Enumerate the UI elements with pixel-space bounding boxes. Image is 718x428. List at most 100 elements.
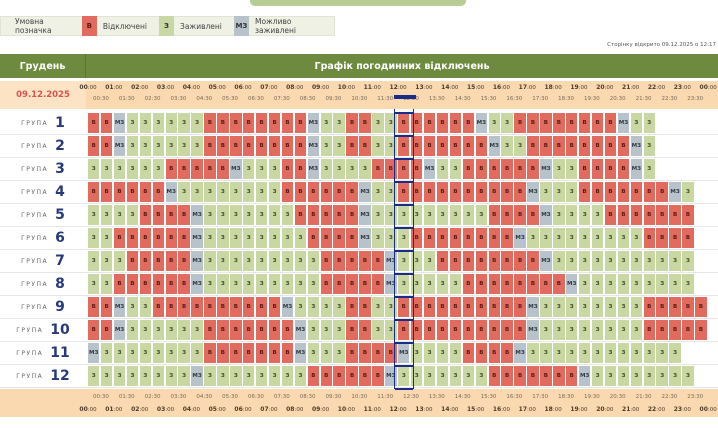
- schedule-cell[interactable]: В: [475, 251, 487, 271]
- schedule-cell[interactable]: З: [423, 366, 436, 386]
- schedule-cell[interactable]: В: [113, 182, 126, 202]
- schedule-cell[interactable]: В: [436, 251, 449, 271]
- schedule-cell[interactable]: В: [449, 228, 462, 248]
- schedule-cell[interactable]: В: [604, 136, 617, 156]
- schedule-cell[interactable]: В: [553, 274, 565, 294]
- schedule-cell[interactable]: В: [88, 113, 100, 133]
- schedule-cell[interactable]: В: [359, 113, 371, 133]
- schedule-cell[interactable]: З: [566, 205, 578, 225]
- schedule-cell[interactable]: В: [514, 251, 526, 271]
- schedule-cell[interactable]: З: [191, 320, 203, 340]
- schedule-cell[interactable]: В: [514, 205, 526, 225]
- schedule-cell[interactable]: В: [449, 136, 462, 156]
- schedule-cell[interactable]: В: [126, 182, 139, 202]
- schedule-cell[interactable]: В: [165, 274, 177, 294]
- schedule-cell[interactable]: З: [204, 274, 216, 294]
- schedule-cell[interactable]: МЗ: [307, 136, 320, 156]
- schedule-cell[interactable]: В: [372, 159, 384, 179]
- schedule-cell[interactable]: В: [346, 228, 358, 248]
- schedule-cell[interactable]: З: [630, 251, 643, 271]
- schedule-cell[interactable]: В: [346, 205, 358, 225]
- schedule-cell[interactable]: З: [385, 182, 397, 202]
- schedule-cell[interactable]: З: [294, 251, 307, 271]
- schedule-cell[interactable]: В: [359, 343, 371, 363]
- schedule-cell[interactable]: В: [281, 182, 294, 202]
- schedule-cell[interactable]: З: [682, 251, 694, 271]
- top-tab[interactable]: [250, 0, 466, 6]
- schedule-cell[interactable]: В: [204, 136, 216, 156]
- schedule-cell[interactable]: З: [139, 136, 152, 156]
- schedule-cell[interactable]: З: [501, 113, 513, 133]
- schedule-cell[interactable]: В: [165, 159, 177, 179]
- schedule-cell[interactable]: В: [643, 205, 655, 225]
- schedule-cell[interactable]: В: [669, 205, 681, 225]
- schedule-cell[interactable]: МЗ: [385, 274, 397, 294]
- schedule-cell[interactable]: МЗ: [578, 366, 591, 386]
- schedule-cell[interactable]: В: [268, 320, 281, 340]
- schedule-cell[interactable]: З: [398, 366, 410, 386]
- schedule-cell[interactable]: З: [307, 251, 320, 271]
- schedule-cell[interactable]: МЗ: [307, 113, 320, 133]
- schedule-cell[interactable]: В: [294, 182, 307, 202]
- schedule-cell[interactable]: В: [553, 366, 565, 386]
- schedule-cell[interactable]: В: [436, 182, 449, 202]
- schedule-cell[interactable]: В: [591, 182, 604, 202]
- schedule-cell[interactable]: В: [268, 343, 281, 363]
- schedule-cell[interactable]: З: [436, 159, 449, 179]
- schedule-cell[interactable]: З: [398, 274, 410, 294]
- schedule-cell[interactable]: В: [488, 251, 500, 271]
- schedule-cell[interactable]: З: [617, 274, 630, 294]
- schedule-cell[interactable]: З: [423, 343, 436, 363]
- schedule-cell[interactable]: З: [307, 320, 320, 340]
- schedule-cell[interactable]: В: [527, 366, 539, 386]
- schedule-cell[interactable]: З: [462, 205, 475, 225]
- schedule-cell[interactable]: МЗ: [191, 205, 203, 225]
- schedule-cell[interactable]: В: [488, 297, 500, 317]
- schedule-cell[interactable]: З: [333, 320, 345, 340]
- schedule-cell[interactable]: В: [578, 113, 591, 133]
- schedule-cell[interactable]: З: [268, 274, 281, 294]
- schedule-cell[interactable]: МЗ: [540, 251, 552, 271]
- schedule-cell[interactable]: В: [475, 320, 487, 340]
- schedule-cell[interactable]: В: [243, 343, 255, 363]
- schedule-cell[interactable]: З: [126, 205, 139, 225]
- schedule-cell[interactable]: В: [617, 205, 630, 225]
- schedule-cell[interactable]: В: [243, 136, 255, 156]
- schedule-cell[interactable]: В: [320, 251, 332, 271]
- schedule-cell[interactable]: МЗ: [566, 274, 578, 294]
- schedule-cell[interactable]: З: [669, 274, 681, 294]
- schedule-cell[interactable]: З: [617, 297, 630, 317]
- schedule-cell[interactable]: В: [423, 113, 436, 133]
- schedule-cell[interactable]: З: [617, 251, 630, 271]
- schedule-cell[interactable]: В: [462, 320, 475, 340]
- schedule-cell[interactable]: З: [217, 251, 229, 271]
- schedule-cell[interactable]: В: [630, 205, 643, 225]
- schedule-cell[interactable]: З: [398, 228, 410, 248]
- schedule-cell[interactable]: МЗ: [488, 136, 500, 156]
- schedule-cell[interactable]: В: [398, 159, 410, 179]
- schedule-cell[interactable]: МЗ: [359, 228, 371, 248]
- schedule-cell[interactable]: В: [204, 113, 216, 133]
- schedule-cell[interactable]: В: [695, 320, 707, 340]
- schedule-cell[interactable]: МЗ: [359, 205, 371, 225]
- schedule-cell[interactable]: В: [475, 297, 487, 317]
- schedule-cell[interactable]: З: [191, 113, 203, 133]
- schedule-cell[interactable]: В: [436, 320, 449, 340]
- schedule-cell[interactable]: В: [656, 228, 668, 248]
- schedule-cell[interactable]: В: [617, 182, 630, 202]
- schedule-cell[interactable]: З: [436, 205, 449, 225]
- schedule-cell[interactable]: В: [165, 297, 177, 317]
- schedule-cell[interactable]: В: [514, 320, 526, 340]
- schedule-cell[interactable]: МЗ: [113, 113, 126, 133]
- schedule-cell[interactable]: В: [152, 274, 164, 294]
- schedule-cell[interactable]: З: [204, 228, 216, 248]
- schedule-cell[interactable]: З: [243, 205, 255, 225]
- schedule-cell[interactable]: З: [578, 228, 591, 248]
- schedule-cell[interactable]: З: [540, 228, 552, 248]
- schedule-cell[interactable]: В: [449, 113, 462, 133]
- schedule-cell[interactable]: З: [307, 274, 320, 294]
- schedule-cell[interactable]: З: [204, 366, 216, 386]
- schedule-cell[interactable]: В: [411, 297, 423, 317]
- schedule-cell[interactable]: З: [268, 228, 281, 248]
- schedule-cell[interactable]: З: [230, 205, 242, 225]
